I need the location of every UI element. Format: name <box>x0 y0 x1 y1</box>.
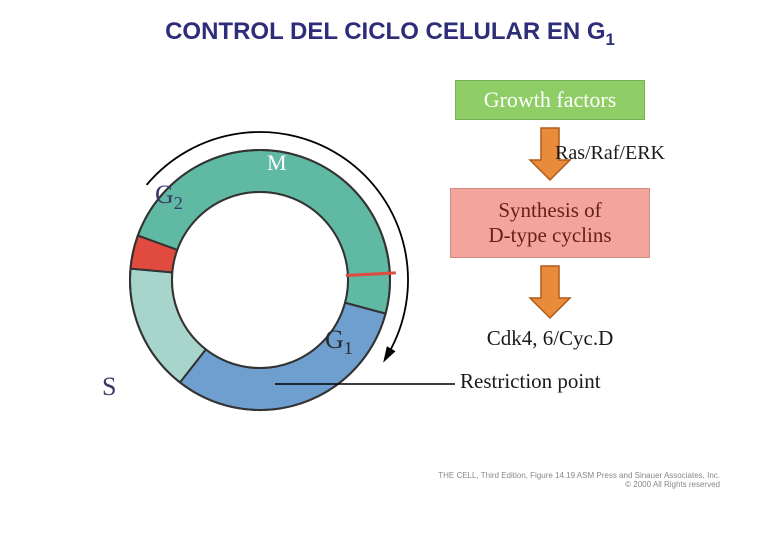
down-arrow-icon <box>520 264 580 320</box>
phase-label-g2: G2 <box>155 180 183 214</box>
growth-factors-box: Growth factors <box>455 80 645 120</box>
phase-label-g1: G1 <box>325 325 353 359</box>
growth-factors-label: Growth factors <box>484 87 617 113</box>
pathway-column: Growth factors Ras/Raf/ERK Synthesis of … <box>420 80 680 394</box>
cdk-label: Cdk4, 6/Cyc.D <box>420 326 680 351</box>
arrow-to-cdk <box>420 264 680 320</box>
cell-cycle-ring: M G2 G1 S <box>90 110 390 410</box>
arrow-ras-raf-erk: Ras/Raf/ERK <box>420 126 680 182</box>
synth-line2: D-type cyclins <box>488 223 611 248</box>
copyright-line2: © 2000 All Rights reserved <box>438 480 720 490</box>
title-sub: 1 <box>606 30 615 49</box>
synth-text: Synthesis of D-type cyclins <box>488 198 611 248</box>
diagram-area: M G2 G1 S Growth factors Ras/Raf/ERK Synthe… <box>90 80 690 500</box>
phase-label-s: S <box>102 372 116 402</box>
synth-line1: Synthesis of <box>488 198 611 223</box>
restriction-pointer-line <box>220 372 480 432</box>
copyright-line1: THE CELL, Third Edition, Figure 14.19 AS… <box>438 471 720 481</box>
copyright-text: THE CELL, Third Edition, Figure 14.19 AS… <box>438 471 720 490</box>
synthesis-cyclins-box: Synthesis of D-type cyclins <box>450 188 650 258</box>
title-main: CONTROL DEL CICLO CELULAR EN G <box>165 18 605 45</box>
ras-raf-erk-label: Ras/Raf/ERK <box>555 142 665 165</box>
phase-label-m: M <box>267 150 287 176</box>
page-title: CONTROL DEL CICLO CELULAR EN G1 <box>0 18 780 50</box>
